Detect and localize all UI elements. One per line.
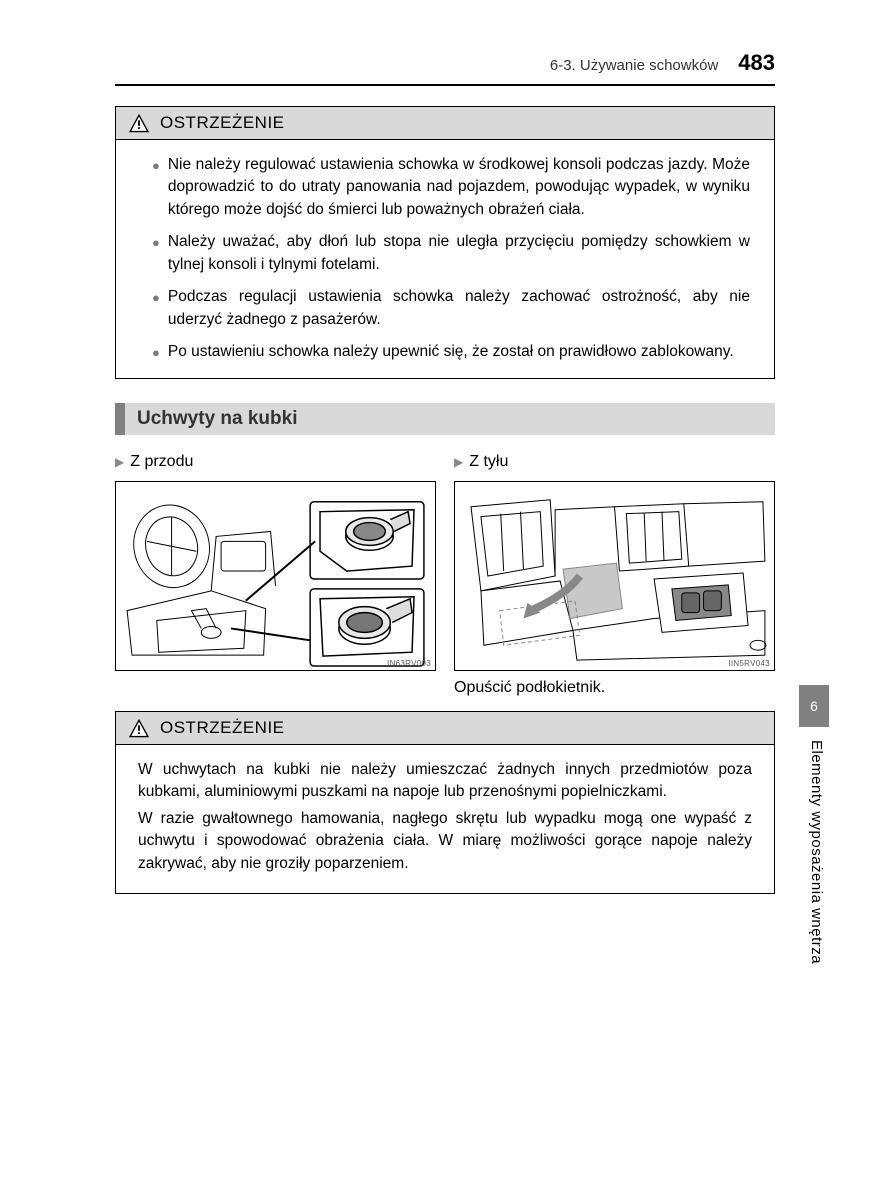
column-heading-left: ▶ Z przodu <box>115 453 436 471</box>
warning-title: OSTRZEŻENIE <box>160 113 285 133</box>
image-code: IN63RV003 <box>387 659 431 668</box>
warning-body: W uchwytach na kubki nie należy umieszcz… <box>116 745 774 893</box>
heading-text: Z tyłu <box>469 453 508 471</box>
illustration-rear: IIN5RV043 <box>454 481 775 671</box>
page-header: 6-3. Używanie schowków 483 <box>115 50 775 86</box>
column-left: ▶ Z przodu <box>115 453 436 697</box>
side-label: Elementy wyposażenia wnętrza <box>808 740 825 964</box>
bullet-marker-icon: ● <box>152 341 160 363</box>
heading-text: Z przodu <box>130 453 193 471</box>
warning-box-2: OSTRZEŻENIE W uchwytach na kubki nie nal… <box>115 711 775 894</box>
header-section-text: 6-3. Używanie schowków <box>550 57 718 74</box>
bullet-item: ● Należy uważać, aby dłoń lub stopa nie … <box>152 231 750 276</box>
bullet-item: ● Podczas regulacji ustawienia schowka n… <box>152 286 750 331</box>
bullet-marker-icon: ● <box>152 231 160 276</box>
illustration-front: IN63RV003 <box>115 481 436 671</box>
bullet-text: Podczas regulacji ustawienia schowka nal… <box>168 286 750 331</box>
section-title-bar: Uchwyty na kubki <box>115 403 775 435</box>
column-heading-right: ▶ Z tyłu <box>454 453 775 471</box>
section-title: Uchwyty na kubki <box>125 403 775 435</box>
bullet-item: ● Nie należy regulować ustawienia schowk… <box>152 154 750 221</box>
warning-header: OSTRZEŻENIE <box>116 712 774 745</box>
bullet-text: Należy uważać, aby dłoń lub stopa nie ul… <box>168 231 750 276</box>
triangle-icon: ▶ <box>454 455 463 469</box>
warning-box-1: OSTRZEŻENIE ● Nie należy regulować ustaw… <box>115 106 775 379</box>
bullet-text: Po ustawieniu schowka należy upewnić się… <box>168 341 734 363</box>
warning-icon <box>128 718 150 738</box>
image-code: IIN5RV043 <box>728 659 770 668</box>
bullet-marker-icon: ● <box>152 154 160 221</box>
page-number: 483 <box>738 50 775 76</box>
side-tab: 6 <box>799 685 829 727</box>
warning-header: OSTRZEŻENIE <box>116 107 774 140</box>
warning-icon <box>128 113 150 133</box>
warning-body: ● Nie należy regulować ustawienia schowk… <box>116 140 774 378</box>
warning-paragraph: W uchwytach na kubki nie należy umieszcz… <box>138 759 752 804</box>
columns-container: ▶ Z przodu <box>115 453 775 697</box>
bullet-marker-icon: ● <box>152 286 160 331</box>
caption-text: Opuścić podłokietnik. <box>454 679 775 697</box>
bullet-text: Nie należy regulować ustawienia schowka … <box>168 154 750 221</box>
column-right: ▶ Z tyłu <box>454 453 775 697</box>
title-bar-accent <box>115 403 125 435</box>
side-tab-number: 6 <box>810 698 818 714</box>
warning-title: OSTRZEŻENIE <box>160 718 285 738</box>
warning-paragraph: W razie gwałtownego hamowania, nagłego s… <box>138 808 752 875</box>
bullet-item: ● Po ustawieniu schowka należy upewnić s… <box>152 341 750 363</box>
triangle-icon: ▶ <box>115 455 124 469</box>
